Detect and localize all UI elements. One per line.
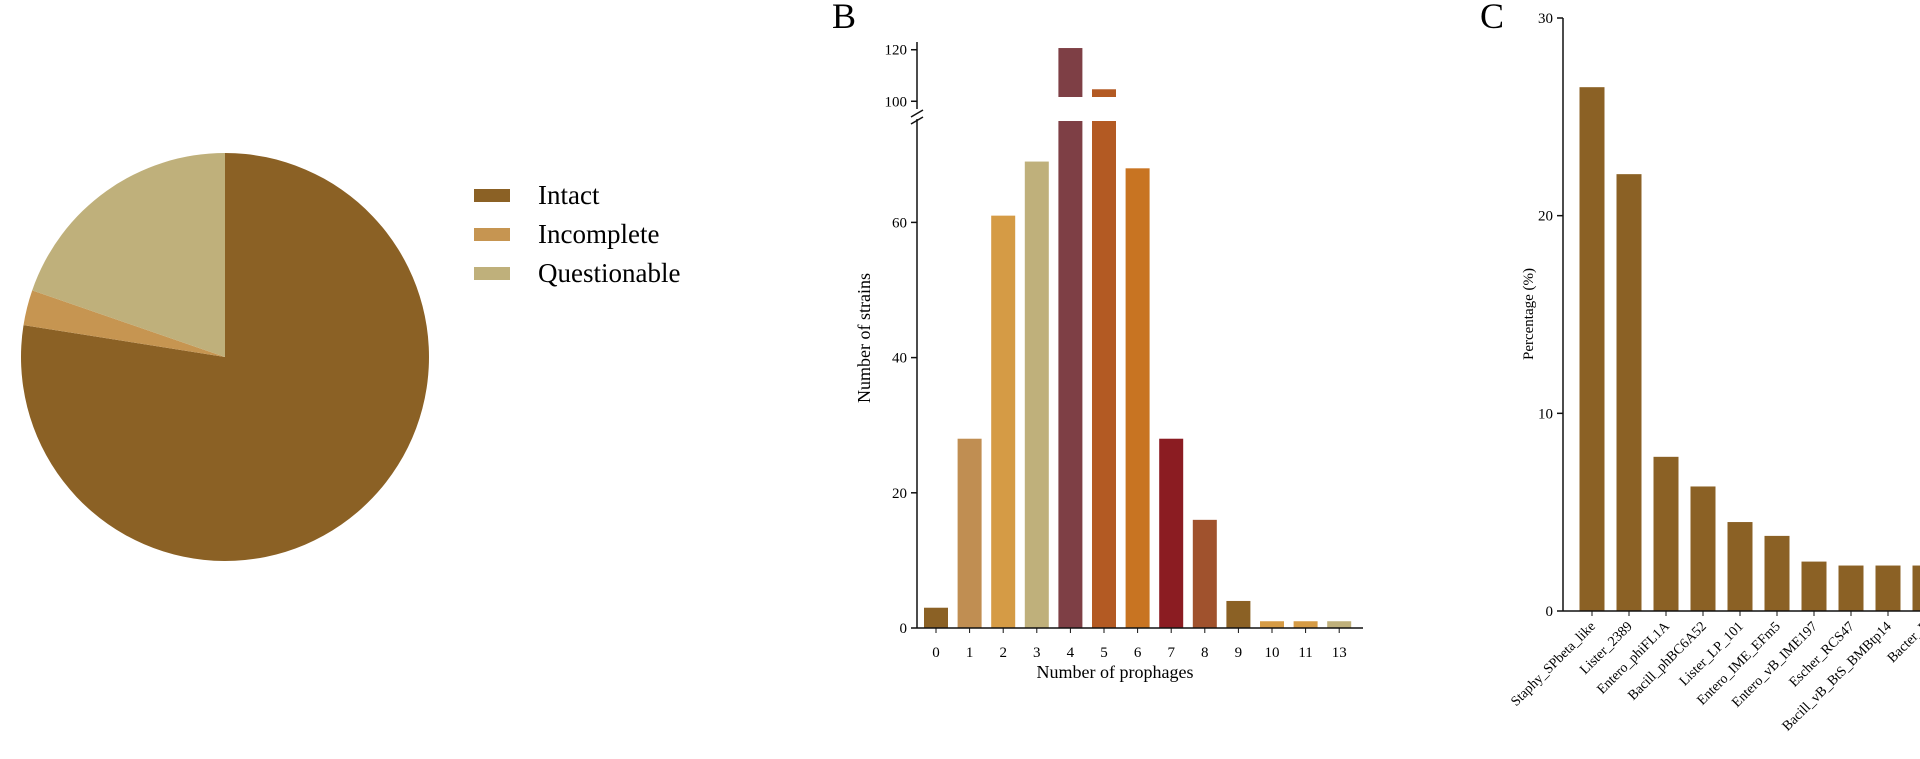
bar-0 [924,607,948,628]
y-tick-label-c-10: 10 [1538,406,1553,422]
bar-Staphy_SPbeta_like [1579,87,1605,611]
y-tick-label-b-100: 100 [885,94,908,110]
bar-chart-percentage: Staphy_SPbeta_likeLister_2389Entero_phiF… [1508,11,1920,734]
bar-8 [1192,519,1217,628]
legend-label-incomplete: Incomplete [538,219,659,249]
bar-5 [1092,121,1116,628]
bar-3 [1024,161,1049,628]
x-axis-title-b: Number of prophages [1037,662,1194,682]
panel-letter-b: B [832,0,856,36]
bar-Entero_vB_IME197 [1801,561,1827,611]
y-tick-label-b-0: 0 [900,621,908,637]
y-axis-title-b: Number of strains [854,273,874,403]
bar-7 [1159,438,1184,628]
pie-slice-incomplete [23,290,225,357]
bar-9 [1226,600,1251,628]
x-tick-label-9: 9 [1235,645,1243,661]
bar-Escher_RCS47 [1838,565,1864,611]
bar-Bacill_vB_BtS_BMBtp14 [1875,565,1901,611]
x-tick-label-4: 4 [1067,645,1075,661]
y-tick-label-c-30: 30 [1538,11,1553,27]
legend-swatch-incomplete [474,228,510,241]
y-tick-label-b-60: 60 [892,215,907,231]
y-axis-title-c: Percentage (%) [1521,268,1537,360]
bar-1 [957,438,982,628]
bar-chart-prophages: 0 1 2 3 4 5 6 7 8 9 10 11 13 0 20 40 60 100 120 [885,42,1363,661]
x-tick-label-7: 7 [1167,645,1175,661]
bar-2 [991,215,1016,628]
x-tick-label-11: 11 [1298,645,1312,661]
x-tick-label-5: 5 [1100,645,1108,661]
bar-Entero_IME_EFm5 [1764,535,1790,611]
bar-13 [1327,621,1352,628]
y-tick-label-c-20: 20 [1538,209,1553,225]
bar-top-4 [1058,48,1083,97]
x-tick-label-2: 2 [999,645,1007,661]
x-tick-label-c: Lister_LP_101 [1677,619,1747,689]
x-tick-label-c: Escher_RCS47 [1787,619,1858,690]
axis-break-mark [910,116,924,125]
bar-11 [1293,621,1318,628]
x-tick-label-1: 1 [966,645,974,661]
x-tick-label-0: 0 [932,645,940,661]
bar-Entero_phiFL1A [1653,456,1679,611]
pie-slice-questionable [32,153,225,357]
x-tick-label-10: 10 [1265,645,1280,661]
panel-letter-c: C [1480,0,1504,36]
legend-swatch-intact [474,189,510,202]
x-tick-label-3: 3 [1033,645,1041,661]
bar-Lister_LP_101 [1727,522,1753,611]
bar-10 [1260,621,1284,628]
x-tick-label-13: 13 [1332,645,1347,661]
pie-slice-intact [21,153,430,561]
bar-Bacill_phBC6A52 [1690,486,1716,611]
y-tick-label-b-40: 40 [892,351,907,367]
legend-label-questionable: Questionable [538,258,680,288]
y-tick-label-b-120: 120 [885,43,908,59]
bar-6 [1125,168,1150,628]
pie-legend: Intact Incomplete Questionable [474,180,680,288]
legend-swatch-questionable [474,267,510,280]
legend-label-intact: Intact [538,180,600,210]
x-tick-label-8: 8 [1201,645,1209,661]
bar-4 [1058,121,1083,628]
y-tick-label-c-0: 0 [1546,604,1554,620]
bar-top-5 [1092,89,1116,97]
pie-chart [21,153,430,561]
x-tick-label-6: 6 [1134,645,1142,661]
y-tick-label-b-20: 20 [892,486,907,502]
bar-Bacter_F [1912,565,1920,611]
axis-break-mark [910,109,924,118]
bar-Lister_2389 [1616,174,1642,611]
